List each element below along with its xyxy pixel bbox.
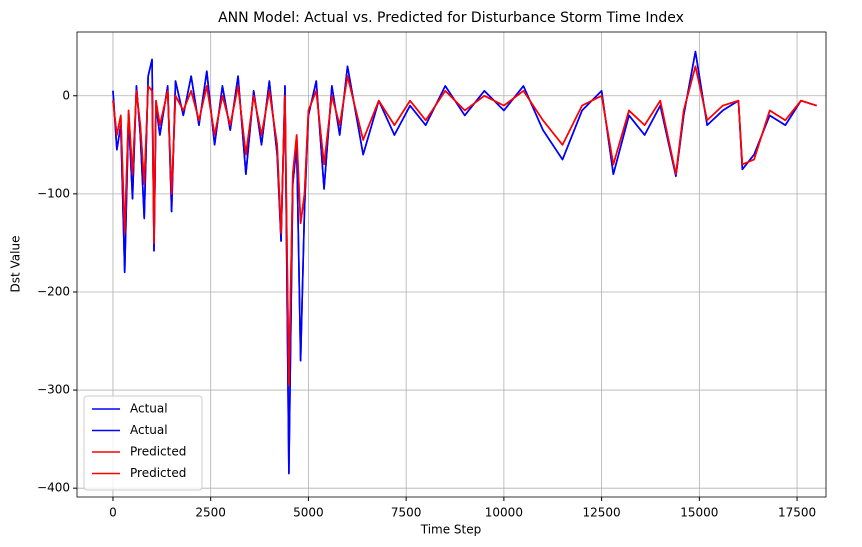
y-tick-label: −100 [37,186,70,200]
plot-frame [76,31,827,498]
legend-label: Predicted [130,445,186,459]
chart-title: ANN Model: Actual vs. Predicted for Dist… [218,10,684,26]
x-axis-label: Time Step [420,523,482,537]
x-tick-label: 15000 [680,506,718,520]
legend-label: Predicted [130,466,186,480]
x-tick-label: 7500 [391,506,422,520]
legend-label: Actual [130,423,168,437]
x-tick-label: 0 [109,506,117,520]
x-tick-label: 12500 [583,506,621,520]
x-tick-label: 10000 [485,506,523,520]
x-tick-label: 17500 [778,506,816,520]
y-axis-label: Dst Value [9,236,23,293]
legend-box [83,395,203,491]
y-tick-label: −200 [37,284,70,298]
legend-label: Actual [130,402,168,416]
y-tick-label: −400 [37,481,70,495]
series-line [112,65,817,386]
y-tick-label: −300 [37,383,70,397]
y-tick-label: 0 [62,88,70,102]
x-tick-label: 5000 [293,506,324,520]
x-tick-label: 2500 [195,506,226,520]
